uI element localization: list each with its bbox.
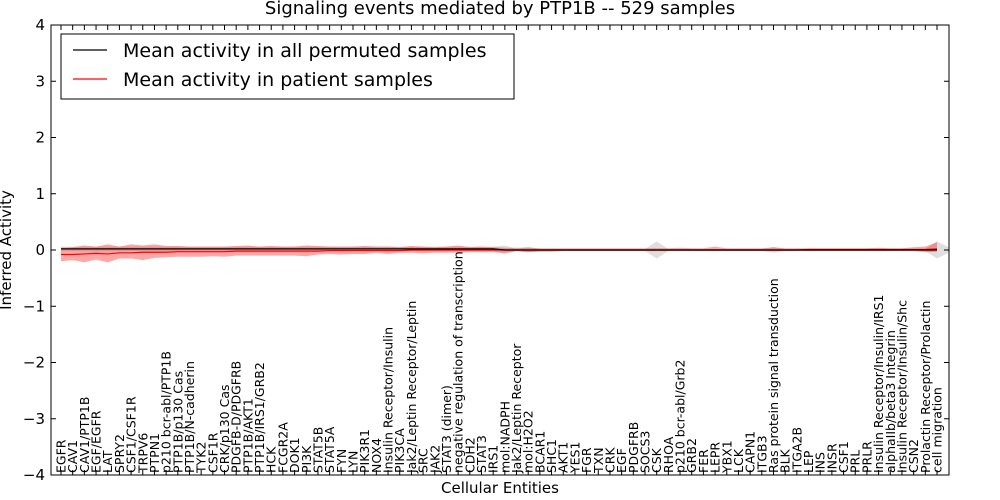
category-label: PRL — [848, 450, 863, 473]
category-label: EGFR — [54, 439, 69, 473]
category-label: PTP1B/N-cadherin — [182, 361, 197, 473]
category-label: CAPN1 — [743, 431, 758, 473]
category-label: BCAR1 — [532, 431, 547, 473]
category-label: HCK — [264, 446, 279, 473]
category-label: CSF1 — [836, 441, 851, 473]
category-label: PIK3CA — [392, 428, 407, 473]
category-label: GRB2 — [684, 438, 699, 473]
category-label: PRLR — [859, 441, 874, 473]
category-label: TXN — [591, 447, 606, 474]
category-label: IRS1 — [486, 445, 501, 473]
category-label: Jak2/Leptin Receptor/Leptin — [404, 301, 419, 474]
y-tick-label: −2 — [23, 354, 45, 372]
category-label: CSN2 — [906, 439, 921, 473]
category-label: mol:H2O2 — [521, 410, 536, 473]
category-label: Insulin Receptor/Insulin/Shc — [894, 300, 909, 473]
category-label: FER — [696, 449, 711, 473]
category-label: negative regulation of transcription — [451, 251, 466, 473]
category-label: LAT — [100, 450, 115, 473]
category-label: PDGFRB — [626, 422, 641, 473]
chart-title: Signaling events mediated by PTP1B -- 52… — [265, 0, 735, 19]
category-label: INSR — [824, 443, 839, 473]
category-label: LEPR — [708, 442, 723, 473]
category-label: EGF — [614, 448, 629, 473]
category-label: RHOA — [661, 436, 676, 473]
category-label: mol:NADPH — [497, 401, 512, 473]
category-label: LYN — [346, 451, 361, 473]
category-label: EGF/EGFR — [89, 410, 104, 473]
category-label: CAV1 — [65, 440, 80, 473]
category-label: p210 bcr-abl/PTP1B — [159, 351, 174, 473]
legend-label-patient: Mean activity in patient samples — [123, 69, 433, 91]
category-label: Prolactin Receptor/Prolactin — [918, 301, 933, 473]
category-label: alphaIIb/beta3 Integrin — [883, 330, 898, 473]
category-label: PTP1B/AKT1 — [240, 398, 255, 473]
x-axis-title: Cellular Entities — [441, 479, 559, 497]
category-label: Jak2/Leptin Receptor — [509, 343, 524, 474]
category-label: CRK/p130 Cas — [217, 385, 232, 474]
category-label: ITGB3 — [754, 435, 769, 473]
category-label: Insulin Receptor/Insulin — [381, 327, 396, 473]
category-label: CSK — [649, 447, 664, 473]
category-label: PDGFB-D/PDGFRB — [229, 361, 244, 473]
category-label: ITGA2B — [789, 427, 804, 473]
category-label: CSF1R — [205, 432, 220, 473]
series-lines — [61, 248, 938, 256]
category-label: PTP1B/IRS1/GRB2 — [252, 362, 267, 473]
y-axis-title: Inferred Activity — [0, 190, 15, 310]
legend-label-permuted: Mean activity in all permuted samples — [123, 40, 486, 62]
category-label: CRK — [602, 447, 617, 473]
category-label: STAT5A — [322, 426, 337, 473]
category-label: BLK — [778, 448, 793, 473]
y-tick-label: 2 — [35, 129, 45, 147]
category-labels: EGFRCAV1CAV1/PTP1BEGF/EGFRLATSPRY2CSF1/C… — [54, 251, 945, 474]
category-label: SPRY2 — [112, 434, 127, 473]
category-label: SRC — [416, 448, 431, 473]
y-tick-label: −4 — [23, 466, 45, 484]
line-permuted — [61, 248, 937, 251]
category-label: Insulin Receptor/Insulin/IRS1 — [871, 295, 886, 473]
legend-box — [60, 33, 515, 100]
category-label: CAV1/PTP1B — [77, 397, 92, 473]
category-label: STAT3 — [474, 435, 489, 473]
category-label: TYK2 — [194, 442, 209, 474]
category-label: NOX4 — [369, 438, 384, 473]
category-label: YES1 — [567, 442, 582, 474]
category-label: INS — [813, 452, 828, 473]
category-label: PI3K — [299, 445, 314, 473]
category-label: YBX1 — [719, 440, 734, 474]
category-label: JAK2 — [427, 445, 442, 474]
category-label: PTP1B/p130 Cas — [170, 371, 185, 473]
y-tick-label: 4 — [35, 16, 45, 34]
category-label: STAT3 (dimer) — [439, 385, 454, 473]
category-label: CSF1/CSF1R — [124, 396, 139, 473]
category-label: PIK3R1 — [357, 429, 372, 473]
category-label: CDH2 — [462, 437, 477, 473]
y-tick-label: 0 — [35, 241, 45, 259]
category-label: LEP — [801, 450, 816, 473]
category-label: cell migration — [930, 387, 945, 473]
category-label: SHC1 — [544, 439, 559, 473]
band-patient — [61, 242, 937, 263]
category-label: Ras protein signal transduction — [766, 278, 781, 473]
category-label: PTPN1 — [147, 433, 162, 473]
y-tick-label: 1 — [35, 185, 45, 203]
legend: Mean activity in all permuted samples Me… — [60, 33, 515, 100]
y-axis: 4 3 2 1 0 −1 −2 −3 −4 — [23, 16, 949, 484]
y-tick-label: −3 — [23, 410, 45, 428]
category-label: SOCS3 — [638, 431, 653, 473]
category-label: p210 bcr-abl/Grb2 — [673, 360, 688, 473]
category-label: FGR — [579, 447, 594, 473]
category-label: LCK — [731, 448, 746, 473]
y-tick-label: −1 — [23, 297, 45, 315]
y-tick-label: 3 — [35, 72, 45, 90]
category-label: TRPV6 — [135, 433, 150, 474]
category-label: FCGR2A — [275, 422, 290, 473]
x-axis-ticks — [60, 25, 938, 475]
category-label: DOK1 — [287, 437, 302, 473]
category-label: STAT5B — [310, 427, 325, 473]
category-label: AKT1 — [556, 442, 571, 473]
category-label: FYN — [334, 449, 349, 473]
